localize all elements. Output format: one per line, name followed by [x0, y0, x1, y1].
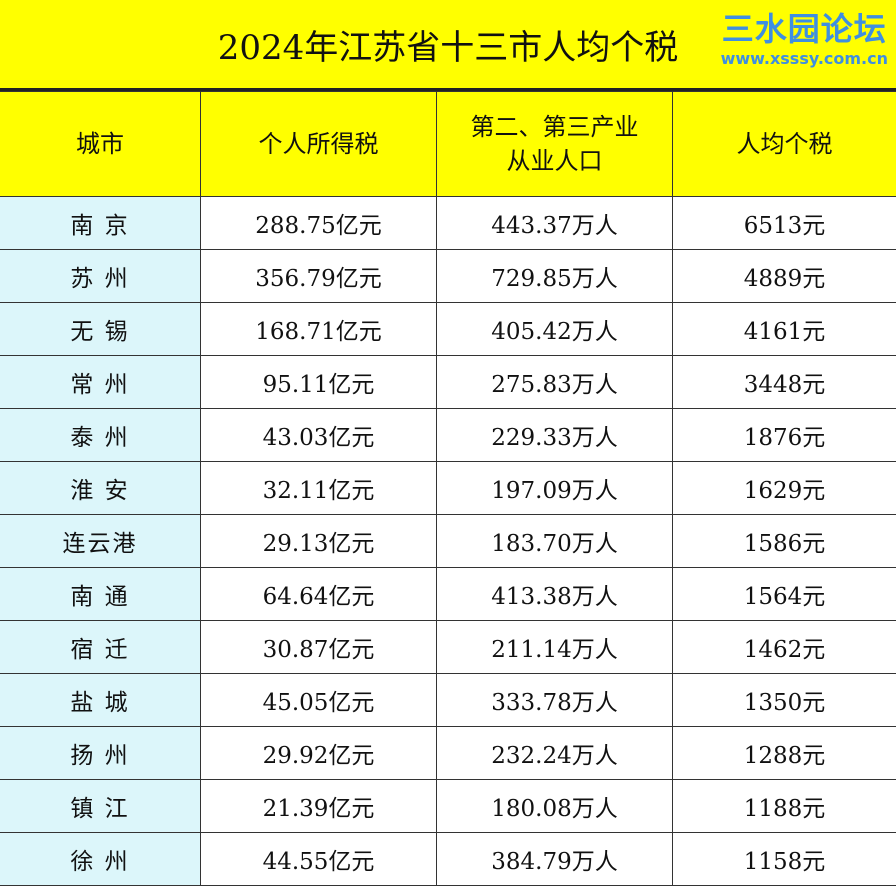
income-tax-cell: 29.92亿元 — [201, 727, 437, 780]
per-capita-tax-cell: 1629元 — [673, 462, 896, 515]
income-tax-cell: 64.64亿元 — [201, 568, 437, 621]
employment-cell: 384.79万人 — [437, 833, 673, 886]
city-cell: 淮 安 — [0, 462, 201, 515]
income-tax-cell: 21.39亿元 — [201, 780, 437, 833]
income-tax-cell: 30.87亿元 — [201, 621, 437, 674]
employment-cell: 211.14万人 — [437, 621, 673, 674]
income-tax-cell: 288.75亿元 — [201, 197, 437, 250]
city-cell: 连云港 — [0, 515, 201, 568]
employment-cell: 197.09万人 — [437, 462, 673, 515]
employment-cell: 232.24万人 — [437, 727, 673, 780]
income-tax-cell: 95.11亿元 — [201, 356, 437, 409]
city-cell: 无 锡 — [0, 303, 201, 356]
employment-cell: 180.08万人 — [437, 780, 673, 833]
per-capita-tax-cell: 1462元 — [673, 621, 896, 674]
city-cell: 泰 州 — [0, 409, 201, 462]
header-row: 城市个人所得税第二、第三产业从业人口人均个税 — [0, 92, 896, 197]
city-cell: 宿 迁 — [0, 621, 201, 674]
per-capita-tax-cell: 1188元 — [673, 780, 896, 833]
per-capita-tax-cell: 6513元 — [673, 197, 896, 250]
income-tax-cell: 43.03亿元 — [201, 409, 437, 462]
city-cell: 苏 州 — [0, 250, 201, 303]
employment-cell: 275.83万人 — [437, 356, 673, 409]
income-tax-cell: 45.05亿元 — [201, 674, 437, 727]
city-cell: 扬 州 — [0, 727, 201, 780]
per-capita-tax-cell: 1586元 — [673, 515, 896, 568]
city-cell: 南 通 — [0, 568, 201, 621]
city-cell: 盐 城 — [0, 674, 201, 727]
table-title: 2024年江苏省十三市人均个税 — [0, 0, 896, 91]
column-header: 人均个税 — [673, 92, 896, 197]
employment-cell: 183.70万人 — [437, 515, 673, 568]
column-header: 城市 — [0, 92, 201, 197]
per-capita-tax-cell: 1564元 — [673, 568, 896, 621]
per-capita-tax-cell: 1158元 — [673, 833, 896, 886]
per-capita-tax-cell: 1288元 — [673, 727, 896, 780]
column-header: 第二、第三产业从业人口 — [437, 92, 673, 197]
employment-cell: 405.42万人 — [437, 303, 673, 356]
employment-cell: 229.33万人 — [437, 409, 673, 462]
income-tax-cell: 29.13亿元 — [201, 515, 437, 568]
income-tax-cell: 356.79亿元 — [201, 250, 437, 303]
income-tax-cell: 168.71亿元 — [201, 303, 437, 356]
income-tax-cell: 44.55亿元 — [201, 833, 437, 886]
employment-cell: 443.37万人 — [437, 197, 673, 250]
per-capita-tax-cell: 4161元 — [673, 303, 896, 356]
city-cell: 镇 江 — [0, 780, 201, 833]
employment-cell: 413.38万人 — [437, 568, 673, 621]
per-capita-tax-cell: 1876元 — [673, 409, 896, 462]
employment-cell: 729.85万人 — [437, 250, 673, 303]
per-capita-tax-cell: 1350元 — [673, 674, 896, 727]
city-cell: 常 州 — [0, 356, 201, 409]
per-capita-tax-cell: 3448元 — [673, 356, 896, 409]
city-cell: 徐 州 — [0, 833, 201, 886]
column-header: 个人所得税 — [201, 92, 437, 197]
city-cell: 南 京 — [0, 197, 201, 250]
per-capita-tax-cell: 4889元 — [673, 250, 896, 303]
income-tax-cell: 32.11亿元 — [201, 462, 437, 515]
employment-cell: 333.78万人 — [437, 674, 673, 727]
